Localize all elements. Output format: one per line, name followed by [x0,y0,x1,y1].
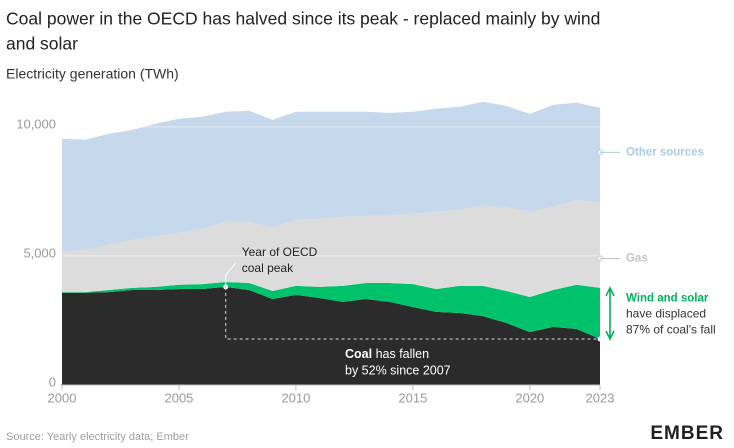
logo: EMBER [650,423,724,444]
series-label: Gas [626,252,648,264]
x-tick-label: 2000 [48,390,77,405]
annotation-bold: Coal [345,347,372,361]
annotation: Year of OECD [242,245,318,259]
annotation: coal peak [242,261,294,275]
y-tick-label: 10,000 [16,116,56,131]
series-label: Wind and solar [626,293,709,305]
bracket [605,286,615,341]
area [62,282,600,339]
area [62,286,600,385]
x-tick-label: 2023 [586,390,615,405]
y-tick-label: 5,000 [23,245,56,260]
annotation: has fallen [376,347,430,361]
chart-title: and solar [6,34,78,54]
decline-line [225,286,600,340]
area [62,199,600,297]
end-dot [597,336,603,342]
x-tick-label: 2010 [281,390,310,405]
chart-subtitle: Electricity generation (TWh) [6,66,179,82]
series-label: Other sources [626,146,704,158]
source: Source: Yearly electricity data; Ember [6,431,189,443]
peak-leader [225,262,237,287]
annotation: by 52% since 2007 [345,363,451,377]
x-tick-label: 2005 [164,390,193,405]
y-tick-label: 0 [49,374,56,389]
x-tick-label: 2015 [398,390,427,405]
annotation: 87% of coal's fall [626,323,716,337]
area [62,101,600,252]
annotation: Coal has fallen [345,347,429,361]
annotation: have displaced [626,307,706,321]
chart-title: Coal power in the OECD has halved since … [6,9,600,29]
x-tick-label: 2020 [515,390,544,405]
